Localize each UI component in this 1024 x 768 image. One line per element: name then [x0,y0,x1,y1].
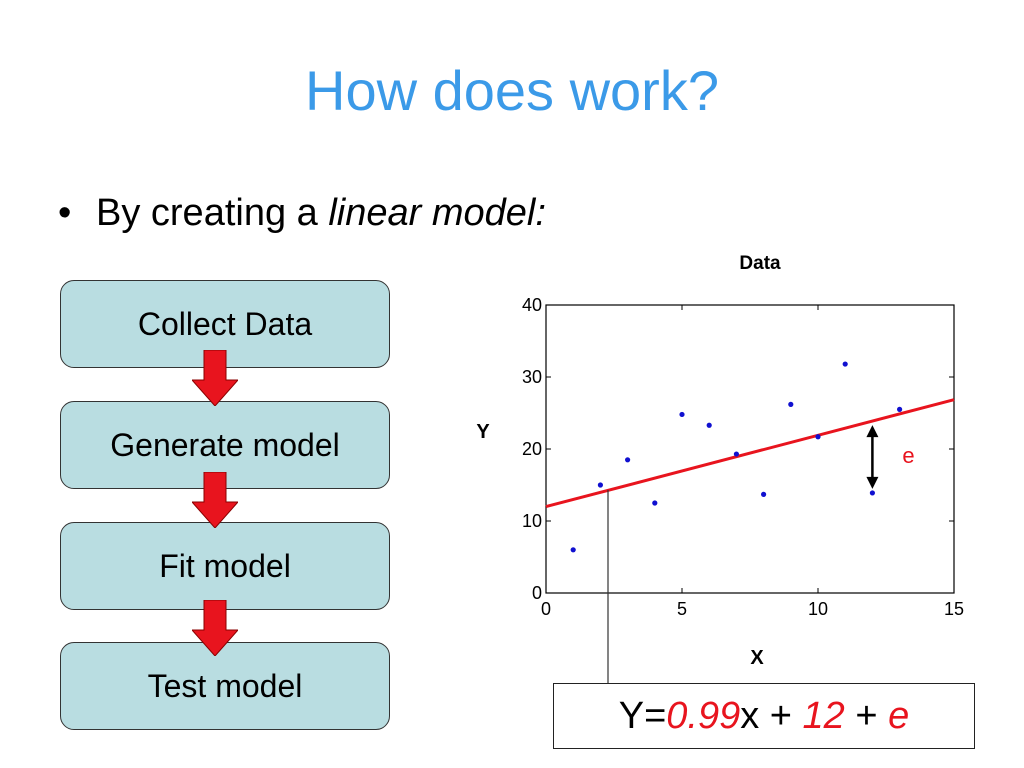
equation-box: Y= 0.99 x + 12 + e [553,683,975,749]
eq-slope: 0.99 [666,694,741,737]
bullet-prefix: By creating a [96,192,329,234]
residual-label: e [902,443,914,468]
data-point [679,411,685,418]
data-point [815,434,821,440]
residual-arrow-head-up [866,425,879,438]
y-tick-label: 40 [522,295,542,315]
fit-line [545,398,955,509]
chart-title: Data [739,253,781,274]
eq-plus: + [844,694,889,737]
data-point [788,401,794,407]
bullet-emphasis: linear model: [328,192,546,234]
data-point [842,361,848,367]
eq-error: e [888,694,910,737]
plot-area [545,304,955,594]
y-tick-label: 0 [532,583,542,603]
eq-intercept: 12 [802,694,845,737]
data-point [706,422,712,428]
data-point [733,451,739,457]
bullet-point: • By creating a linear model: [58,192,546,235]
data-point [570,547,576,553]
y-axis-label: Y [476,421,490,443]
bullet-text: By creating a linear model: [96,192,546,235]
y-tick-label: 30 [522,367,542,387]
down-arrow-icon [192,350,238,406]
step-fit-model: Fit model [60,522,390,610]
slide-title: How does work? [305,59,719,122]
y-tick-label: 20 [522,439,542,459]
x-tick-label: 15 [944,599,964,619]
step-test-model: Test model [60,642,390,730]
x-axis-label: X [750,647,764,669]
eq-middle: x + [740,694,803,737]
down-arrow-icon [192,600,238,656]
data-point [597,482,603,488]
bullet-icon: • [58,192,72,234]
down-arrow-icon [192,472,238,528]
x-tick-label: 5 [677,599,687,619]
data-point [761,491,767,497]
residual-arrow-head-down [866,476,879,489]
x-tick-label: 10 [808,599,828,619]
data-point [625,457,631,463]
data-point [869,490,875,496]
x-tick-label: 0 [541,599,551,619]
data-point [897,406,903,412]
scatter-chart: Data X Y 0 5 10 15 0 10 20 30 40 e [476,253,964,669]
eq-prefix: Y= [618,694,667,737]
data-point [652,500,658,506]
y-tick-label: 10 [522,511,542,531]
